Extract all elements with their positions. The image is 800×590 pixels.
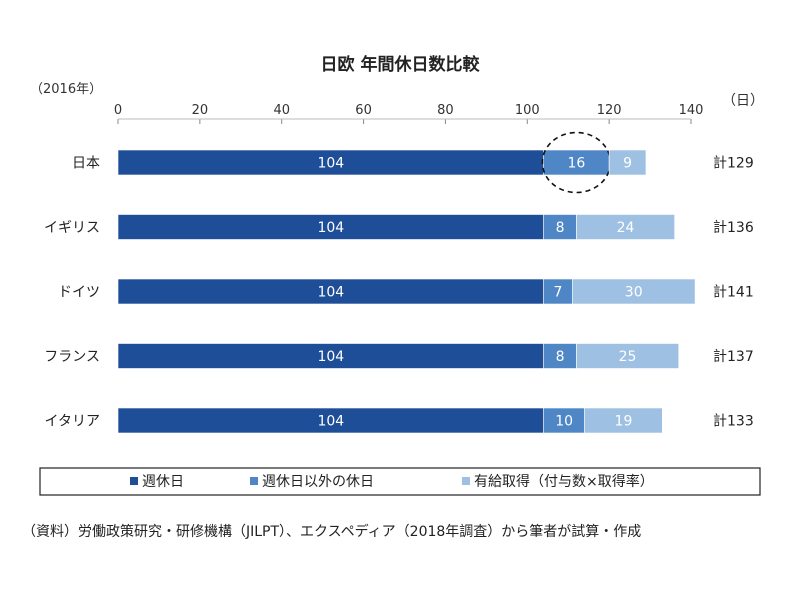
bar-segment xyxy=(576,214,675,240)
bar-segment xyxy=(572,278,696,305)
data-label: 25 xyxy=(619,349,637,365)
bar-segment xyxy=(543,343,577,369)
data-label: 9 xyxy=(623,156,632,172)
data-label: 104 xyxy=(317,156,344,172)
bar-segment xyxy=(543,149,610,176)
bar-segment xyxy=(117,407,544,434)
bar-segment xyxy=(543,407,585,434)
x-tick-label: 0 xyxy=(114,103,122,118)
data-label: 104 xyxy=(317,349,344,365)
category-label: 日本 xyxy=(72,156,100,172)
data-label: 8 xyxy=(556,220,565,236)
legend-swatch xyxy=(250,477,258,485)
legend-swatch xyxy=(462,477,470,485)
bar-segment xyxy=(117,343,544,369)
data-label: 8 xyxy=(556,349,565,365)
data-label: 10 xyxy=(555,414,573,430)
chart-title: 日欧 年間休日数比較 xyxy=(321,54,481,75)
category-label: イタリア xyxy=(45,414,100,430)
total-label: 計136 xyxy=(713,220,754,236)
total-label: 計137 xyxy=(713,349,754,365)
x-axis: 0 20 40 60 80 100 120 140 xyxy=(114,103,704,124)
bar-segment xyxy=(117,278,544,305)
category-label: イギリス xyxy=(44,220,100,236)
data-label: 104 xyxy=(317,220,344,236)
x-tick-label: 20 xyxy=(192,103,209,118)
total-label: 計133 xyxy=(713,414,754,430)
data-label: 19 xyxy=(615,414,633,430)
legend: 週休日 週休日以外の休日 有給取得（付与数×取得率） xyxy=(39,467,761,496)
source-note: （資料）労働政策研究・研修機構（JILPT）、エクスペディア（2018年調査）か… xyxy=(22,523,641,540)
bar-segment xyxy=(584,407,663,434)
category-label: ドイツ xyxy=(58,285,100,301)
year-label: （2016年） xyxy=(30,82,102,97)
data-label: 104 xyxy=(317,414,344,430)
x-tick-label: 120 xyxy=(597,103,622,118)
data-label: 7 xyxy=(554,285,563,301)
bars: 日本 104 16 9 計129 イギリス 104 8 24 計136 ドイツ 104 7 30 計141 フ… xyxy=(44,131,754,434)
data-label: 104 xyxy=(317,285,344,301)
total-label: 計141 xyxy=(713,285,754,301)
bar-segment xyxy=(608,149,647,176)
unit-label: （日） xyxy=(722,93,764,109)
data-label: 16 xyxy=(567,156,585,172)
legend-entry: 週休日 xyxy=(142,474,184,490)
category-label: フランス xyxy=(44,349,100,365)
x-tick-label: 60 xyxy=(355,103,372,118)
legend-box xyxy=(39,467,761,496)
total-label: 計129 xyxy=(713,156,754,172)
x-tick-label: 80 xyxy=(437,103,454,118)
legend-swatch xyxy=(130,477,138,485)
x-tick-label: 100 xyxy=(515,103,540,118)
x-tick-label: 40 xyxy=(273,103,290,118)
legend-entry: 有給取得（付与数×取得率） xyxy=(474,473,654,490)
data-label: 30 xyxy=(625,285,643,301)
bar-segment xyxy=(117,214,544,240)
bar-segment xyxy=(543,278,573,305)
legend-entry: 週休日以外の休日 xyxy=(262,474,374,490)
data-label: 24 xyxy=(617,220,635,236)
x-tick-label: 140 xyxy=(679,103,704,118)
bar-segment xyxy=(576,343,680,369)
